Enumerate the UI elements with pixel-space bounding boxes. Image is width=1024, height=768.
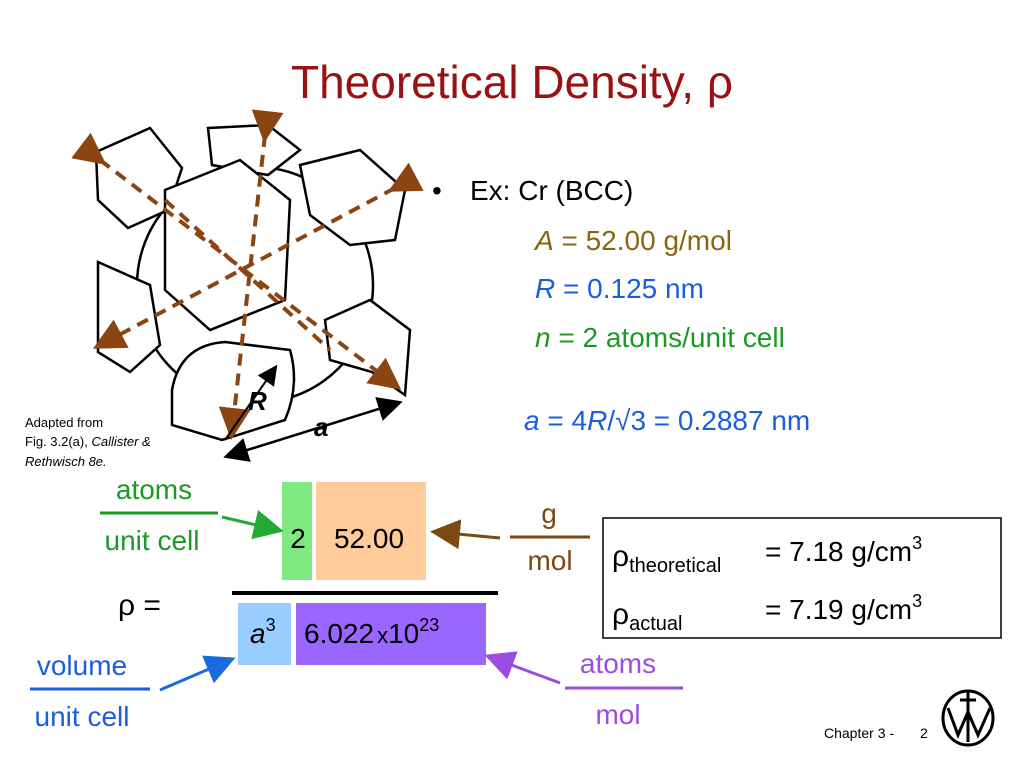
caption: Adapted from [25, 415, 103, 430]
symbol: R [535, 273, 555, 304]
value: = 2 atoms/unit cell [551, 322, 785, 353]
logo-mark [960, 692, 976, 742]
page-number: 2 [920, 725, 928, 741]
corner-atom [170, 340, 296, 442]
unit-bottom: unit cell [105, 525, 200, 556]
exponent: 3 [912, 533, 922, 553]
slide-title: Theoretical Density, ρ [291, 56, 733, 108]
atomic-weight-box [316, 482, 426, 580]
caption-authors: Callister & [91, 434, 150, 449]
example-heading: Ex: Cr (BCC) [470, 175, 633, 206]
result-value: = 7.18 g/cm3 [765, 533, 922, 567]
edge-label: a [314, 412, 328, 442]
subscript: theoretical [629, 555, 721, 577]
logo-ring [941, 689, 995, 747]
value: = 7.19 g/cm [765, 594, 912, 625]
result-value: = 7.19 g/cm3 [765, 591, 922, 625]
corner-atom [163, 158, 292, 332]
n-value: 2 [290, 523, 306, 554]
unit-top: atoms [116, 474, 192, 505]
exponent: 3 [912, 591, 922, 611]
result-symbol: ρtheoretical [612, 540, 721, 577]
n-box [282, 482, 312, 580]
chapter-label: Chapter 3 - [824, 725, 894, 741]
radius-label: R [248, 386, 267, 416]
pointer-arrow [430, 519, 501, 550]
symbol: a [524, 405, 540, 436]
bullet: • [432, 175, 442, 206]
symbol: a [250, 618, 266, 649]
corner-atom [323, 298, 412, 398]
result-symbol: ρactual [612, 598, 682, 635]
pointer-arrow [159, 655, 236, 692]
pointer-arrow [221, 509, 284, 540]
atomic-weight: A = 52.00 g/mol [533, 225, 732, 256]
unit-bottom: mol [527, 545, 572, 576]
diagonal-arrow [163, 198, 332, 352]
unit-top: atoms [580, 648, 656, 679]
pointer-arrow [484, 651, 561, 685]
avogadro: 6.022 x1023 [304, 615, 439, 649]
value: = 7.18 g/cm [765, 536, 912, 567]
symbol: R [587, 405, 607, 436]
symbol: A [533, 225, 554, 256]
caption-book: Rethwisch 8e. [25, 454, 107, 469]
value: = 0.125 nm [555, 273, 704, 304]
cell-volume: a3 [250, 615, 276, 649]
subscript: actual [629, 613, 682, 635]
lattice-parameter: a = 4R/√3 = 0.2887 nm [524, 405, 810, 436]
exponent: 3 [266, 615, 276, 635]
unit-bottom: mol [595, 699, 640, 730]
mantissa: 6.022 [304, 618, 374, 649]
rho-equals: ρ = [118, 589, 161, 622]
symbol: n [535, 322, 551, 353]
edge-arrow [223, 397, 403, 462]
eq: = 4 [540, 405, 587, 436]
base: 10 [388, 618, 419, 649]
avogadro-box [296, 603, 486, 665]
atomic-radius: R = 0.125 nm [535, 273, 704, 304]
unit-bottom: unit cell [35, 701, 130, 732]
unit-top: g [541, 498, 557, 529]
value: /√3 = 0.2887 nm [607, 405, 810, 436]
exponent: 23 [419, 615, 439, 635]
diagonal-arrow [218, 109, 284, 440]
rho: ρ [612, 598, 629, 631]
times: x [377, 623, 388, 648]
atoms-per-cell: n = 2 atoms/unit cell [535, 322, 785, 353]
a-value: 52.00 [334, 523, 404, 554]
volume-box [238, 603, 291, 665]
rho: ρ [612, 540, 629, 573]
publisher-logo [941, 689, 995, 747]
value: = 52.00 g/mol [554, 225, 732, 256]
caption: Fig. 3.2(a), Callister & [25, 434, 151, 449]
results-box [602, 517, 1002, 639]
bcc-cell-illustration: R a [71, 109, 424, 462]
caption-text: Fig. 3.2(a), [25, 434, 91, 449]
unit-top: volume [37, 650, 127, 681]
